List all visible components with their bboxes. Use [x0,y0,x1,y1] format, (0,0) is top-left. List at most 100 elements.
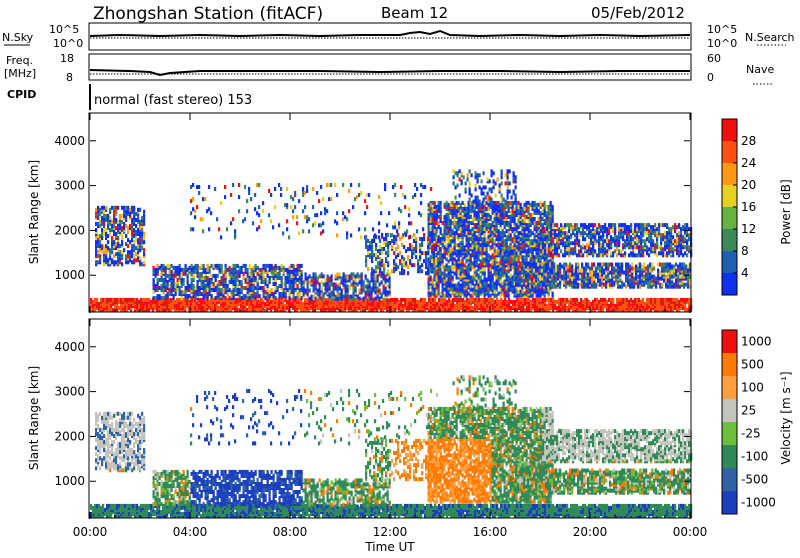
scatter-cell [99,258,101,262]
scatter-cell [279,292,281,296]
scatter-cell [642,302,644,306]
scatter-cell [492,274,494,278]
scatter-cell [550,217,552,221]
scatter-cell [331,291,333,295]
scatter-cell [518,225,520,229]
scatter-cell [377,299,379,303]
scatter-cell [212,306,214,310]
scatter-cell [504,267,506,271]
scatter-cell [201,292,203,296]
scatter-cell [237,270,239,274]
scatter-cell [241,270,243,274]
scatter-cell [490,215,492,219]
scatter-cell [444,223,446,227]
scatter-cell [524,213,526,217]
scatter-cell [534,243,536,247]
scatter-cell [498,251,500,255]
scatter-cell [450,257,452,261]
scatter-cell [460,306,462,310]
freq-left-label-line2: [MHz] [4,67,36,80]
scatter-cell [229,276,231,280]
scatter-cell [307,299,309,303]
scatter-cell [554,300,556,304]
scatter-cell [510,306,512,310]
scatter-cell [245,268,247,272]
scatter-cell [432,207,434,211]
scatter-cell [121,234,123,238]
scatter-cell [377,278,379,282]
scatter-cell [454,231,456,235]
scatter-cell [504,302,506,306]
scatter-cell [468,255,470,259]
scatter-cell [125,234,127,238]
scatter-cell [349,295,351,299]
scatter-cell [530,292,532,296]
scatter-cell [480,243,482,247]
scatter-cell [389,285,391,289]
scatter-cell [227,298,229,302]
scatter-cell [233,292,235,296]
scatter-cell [389,276,391,280]
scatter-cell [450,243,452,247]
scatter-cell [207,264,209,268]
scatter-cell [182,302,184,306]
scatter-cell [468,207,470,211]
scatter-cell [121,250,123,254]
scatter-cell [462,298,464,302]
scatter-cell [446,247,448,251]
scatter-cell [434,288,436,292]
scatter-cell [283,266,285,270]
scatter-cell [464,245,466,249]
scatter-cell [656,304,658,308]
scatter-cell [163,278,165,282]
scatter-cell [670,308,672,312]
scatter-cell [137,228,139,232]
scatter-cell [534,201,536,205]
scatter-cell [496,257,498,261]
scatter-cell [544,201,546,205]
scatter-cell [452,265,454,269]
scatter-cell [650,298,652,302]
scatter-cell [466,231,468,235]
scatter-cell [454,272,456,276]
scatter-cell [470,243,472,247]
scatter-cell [215,264,217,268]
scatter-cell [434,298,436,302]
scatter-cell [596,298,598,302]
scatter-cell [367,289,369,293]
scatter-cell [105,236,107,240]
scatter-cell [508,257,510,261]
scatter-cell [500,284,502,288]
scatter-cell [237,274,239,278]
scatter-cell [383,303,385,307]
scatter-cell [536,255,538,259]
scatter-cell [496,272,498,276]
scatter-cell [458,286,460,290]
scatter-cell [430,227,432,231]
scatter-cell [586,302,588,306]
scatter-cell [466,302,468,306]
scatter-cell [478,239,480,243]
scatter-cell [474,274,476,278]
scatter-cell [516,304,518,308]
noise-sky-trace [90,31,690,36]
scatter-cell [466,207,468,211]
scatter-cell [169,274,171,278]
scatter-cell [498,213,500,217]
noise-left-tick-bottom: 10^0 [53,37,83,50]
scatter-cell [331,274,333,278]
scatter-cell [343,299,345,303]
scatter-cell [466,237,468,241]
scatter-cell [109,228,111,232]
scatter-cell [291,288,293,292]
scatter-cell [416,300,418,304]
scatter-cell [349,274,351,278]
scatter-cell [494,270,496,274]
scatter-cell [259,286,261,290]
scatter-cell [127,226,129,230]
scatter-cell [175,274,177,278]
scatter-cell [476,259,478,263]
scatter-cell [510,201,512,205]
scatter-cell [167,274,169,278]
scatter-cell [165,282,167,286]
